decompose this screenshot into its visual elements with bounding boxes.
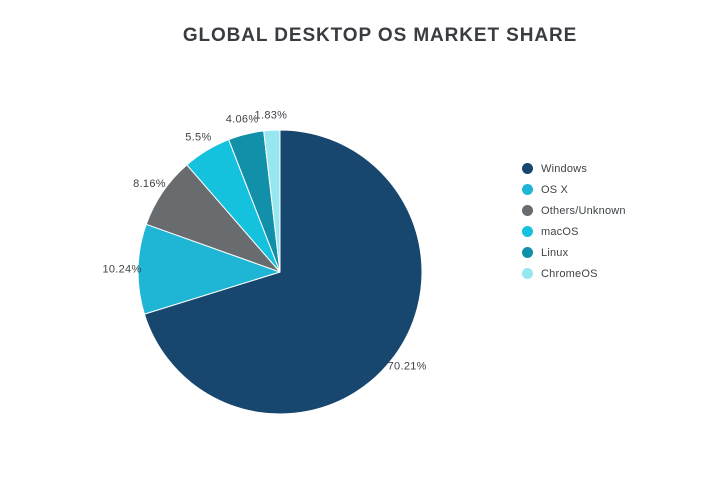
legend-item-macos: macOS [522,221,626,242]
legend-label: Linux [541,246,569,259]
legend-item-others-unknown: Others/Unknown [522,200,626,221]
legend-swatch-icon [522,205,533,216]
legend-swatch-icon [522,226,533,237]
pie-slice-os-x [137,223,281,315]
legend-label: Windows [541,162,588,175]
pie-slice-chromeos [263,129,281,273]
slice-label-windows: 70.21% [388,361,427,373]
legend-item-windows: Windows [522,158,626,179]
pie-slice-windows [143,129,423,415]
legend-label: OS X [541,183,569,196]
legend-label: Others/Unknown [541,204,626,217]
legend-item-chromeos: ChromeOS [522,263,626,284]
legend: Windows OS X Others/Unknown macOS Linux Chrom… [522,158,626,284]
legend-item-linux: Linux [522,242,626,263]
legend-swatch-icon [522,247,533,258]
chart-title: GLOBAL DESKTOP OS MARKET SHARE [182,25,578,46]
legend-label: macOS [541,225,579,238]
slice-label-chromeos: 1.83% [255,109,288,121]
legend-item-os-x: OS X [522,179,626,200]
slice-label-macos: 5.5% [185,132,211,144]
legend-swatch-icon [522,163,533,174]
slice-label-linux: 4.06% [226,114,259,126]
legend-swatch-icon [522,184,533,195]
slice-label-os-x: 10.24% [102,264,141,276]
slice-label-others-unknown: 8.16% [133,178,166,190]
legend-swatch-icon [522,268,533,279]
legend-label: ChromeOS [541,267,598,280]
